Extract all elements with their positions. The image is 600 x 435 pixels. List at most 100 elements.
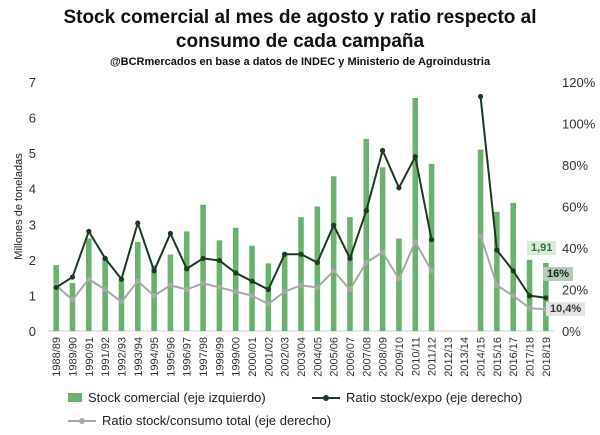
point-ratio-expo: [477, 93, 484, 100]
point-ratio-expo: [86, 228, 92, 234]
bar: [53, 265, 59, 331]
point-ratio-consumo: [396, 276, 402, 282]
x-tick-label: 2012/13: [443, 337, 455, 377]
y2-tick-label: 20%: [562, 283, 588, 298]
x-tick-label: 2011/12: [427, 337, 439, 376]
point-ratio-consumo: [102, 286, 108, 293]
x-tick-label: 1991/92: [100, 337, 112, 377]
point-ratio-consumo: [477, 232, 484, 239]
x-tick-label: 1995/96: [165, 337, 177, 377]
y-axis-label: Millones de toneladas: [13, 153, 25, 260]
legend-label-ratio-expo: Ratio stock/expo (eje derecho): [346, 390, 523, 405]
x-tick-label: 2001/02: [263, 337, 275, 377]
point-ratio-consumo: [249, 293, 255, 299]
legend-item-stock: Stock comercial (eje izquierdo): [68, 390, 266, 405]
point-ratio-consumo: [265, 301, 271, 307]
bar: [363, 138, 370, 331]
point-ratio-expo: [363, 208, 369, 214]
point-ratio-expo: [265, 286, 271, 293]
line-ratio-expo: [55, 147, 433, 291]
point-ratio-consumo: [200, 280, 206, 286]
bar: [69, 282, 76, 331]
legend-label-ratio-consumo: Ratio stock/consumo total (eje derecho): [102, 413, 332, 428]
x-tick-label: 2010/11: [410, 337, 422, 376]
point-ratio-consumo: [331, 268, 337, 274]
point-ratio-expo: [510, 268, 516, 274]
y2-tick-label: 60%: [562, 200, 588, 215]
bar: [379, 167, 386, 331]
bar: [298, 217, 304, 331]
y-tick-label: 5: [29, 146, 36, 161]
legend-item-ratio-consumo: Ratio stock/consumo total (eje derecho): [68, 413, 331, 428]
point-ratio-consumo: [233, 288, 239, 295]
legend-swatch-stock: [68, 393, 82, 402]
bar: [232, 227, 239, 331]
point-ratio-expo: [118, 276, 125, 282]
y-tick-label: 4: [29, 182, 36, 197]
y-tick-label: 1: [29, 288, 36, 303]
bar: [265, 263, 272, 331]
y2-tick-label: 80%: [562, 158, 588, 173]
bar: [412, 98, 419, 331]
x-tick-label: 1989/90: [67, 337, 79, 377]
point-ratio-expo: [396, 185, 402, 191]
point-ratio-consumo: [298, 282, 304, 288]
point-ratio-expo: [216, 257, 222, 264]
x-tick-label: 1988/89: [51, 337, 63, 377]
point-ratio-expo: [314, 259, 320, 266]
point-ratio-consumo: [282, 288, 288, 295]
point-ratio-expo: [331, 222, 337, 228]
point-ratio-expo: [494, 247, 500, 253]
y-tick-label: 2: [29, 253, 36, 268]
point-ratio-expo: [412, 154, 418, 160]
annotation-ratio-expo-value: 16%: [543, 267, 574, 281]
legend-item-ratio-expo: Ratio stock/expo (eje derecho): [312, 390, 522, 405]
point-ratio-consumo: [86, 276, 92, 282]
legend-label-stock: Stock comercial (eje izquierdo): [88, 390, 266, 405]
x-tick-label: 1998/99: [214, 337, 226, 377]
point-ratio-expo: [428, 237, 435, 243]
chart-subtitle: @BCRmercados en base a datos de INDEC y …: [109, 56, 491, 68]
bar: [134, 242, 141, 331]
x-tick-label: 2006/07: [345, 337, 357, 377]
point-ratio-expo: [151, 268, 157, 274]
bar: [396, 238, 402, 331]
point-ratio-expo: [184, 266, 190, 272]
y2-tick-label: 120%: [562, 75, 596, 90]
point-ratio-consumo: [167, 282, 174, 288]
point-ratio-consumo: [380, 249, 386, 255]
point-ratio-consumo: [216, 284, 222, 291]
bar: [330, 176, 337, 331]
bar: [249, 245, 255, 331]
annotation-stock-value: 1,91: [527, 241, 557, 255]
x-tick-label: 1990/91: [84, 337, 96, 377]
x-tick-label: 2007/08: [361, 337, 373, 377]
y-tick-label: 6: [29, 111, 36, 126]
point-ratio-expo: [233, 270, 239, 276]
bar: [167, 254, 174, 331]
point-ratio-consumo: [363, 259, 369, 266]
x-tick-label: 2003/04: [296, 337, 308, 377]
x-tick-label: 1994/95: [149, 337, 161, 377]
bar: [477, 149, 484, 331]
annotation-ratio-consumo-value: 10,4%: [546, 302, 586, 316]
x-tick-label: 2017/18: [525, 337, 537, 377]
y2-tick-label: 100%: [562, 117, 596, 132]
bar: [428, 163, 435, 331]
point-ratio-consumo: [510, 293, 516, 299]
point-ratio-consumo: [135, 278, 141, 284]
point-ratio-expo: [135, 220, 141, 226]
point-ratio-expo: [167, 230, 174, 237]
point-ratio-expo: [380, 147, 386, 154]
point-ratio-expo: [249, 278, 255, 284]
point-ratio-expo: [200, 255, 206, 261]
x-tick-label: 2014/15: [476, 337, 488, 377]
point-ratio-expo: [69, 274, 76, 280]
bar: [102, 258, 108, 331]
bar: [347, 217, 353, 331]
y2-tick-label: 40%: [562, 241, 588, 256]
bar: [200, 204, 206, 331]
chart-title-line1: Stock comercial al mes de agosto y ratio…: [63, 7, 537, 28]
point-ratio-expo: [526, 293, 533, 299]
